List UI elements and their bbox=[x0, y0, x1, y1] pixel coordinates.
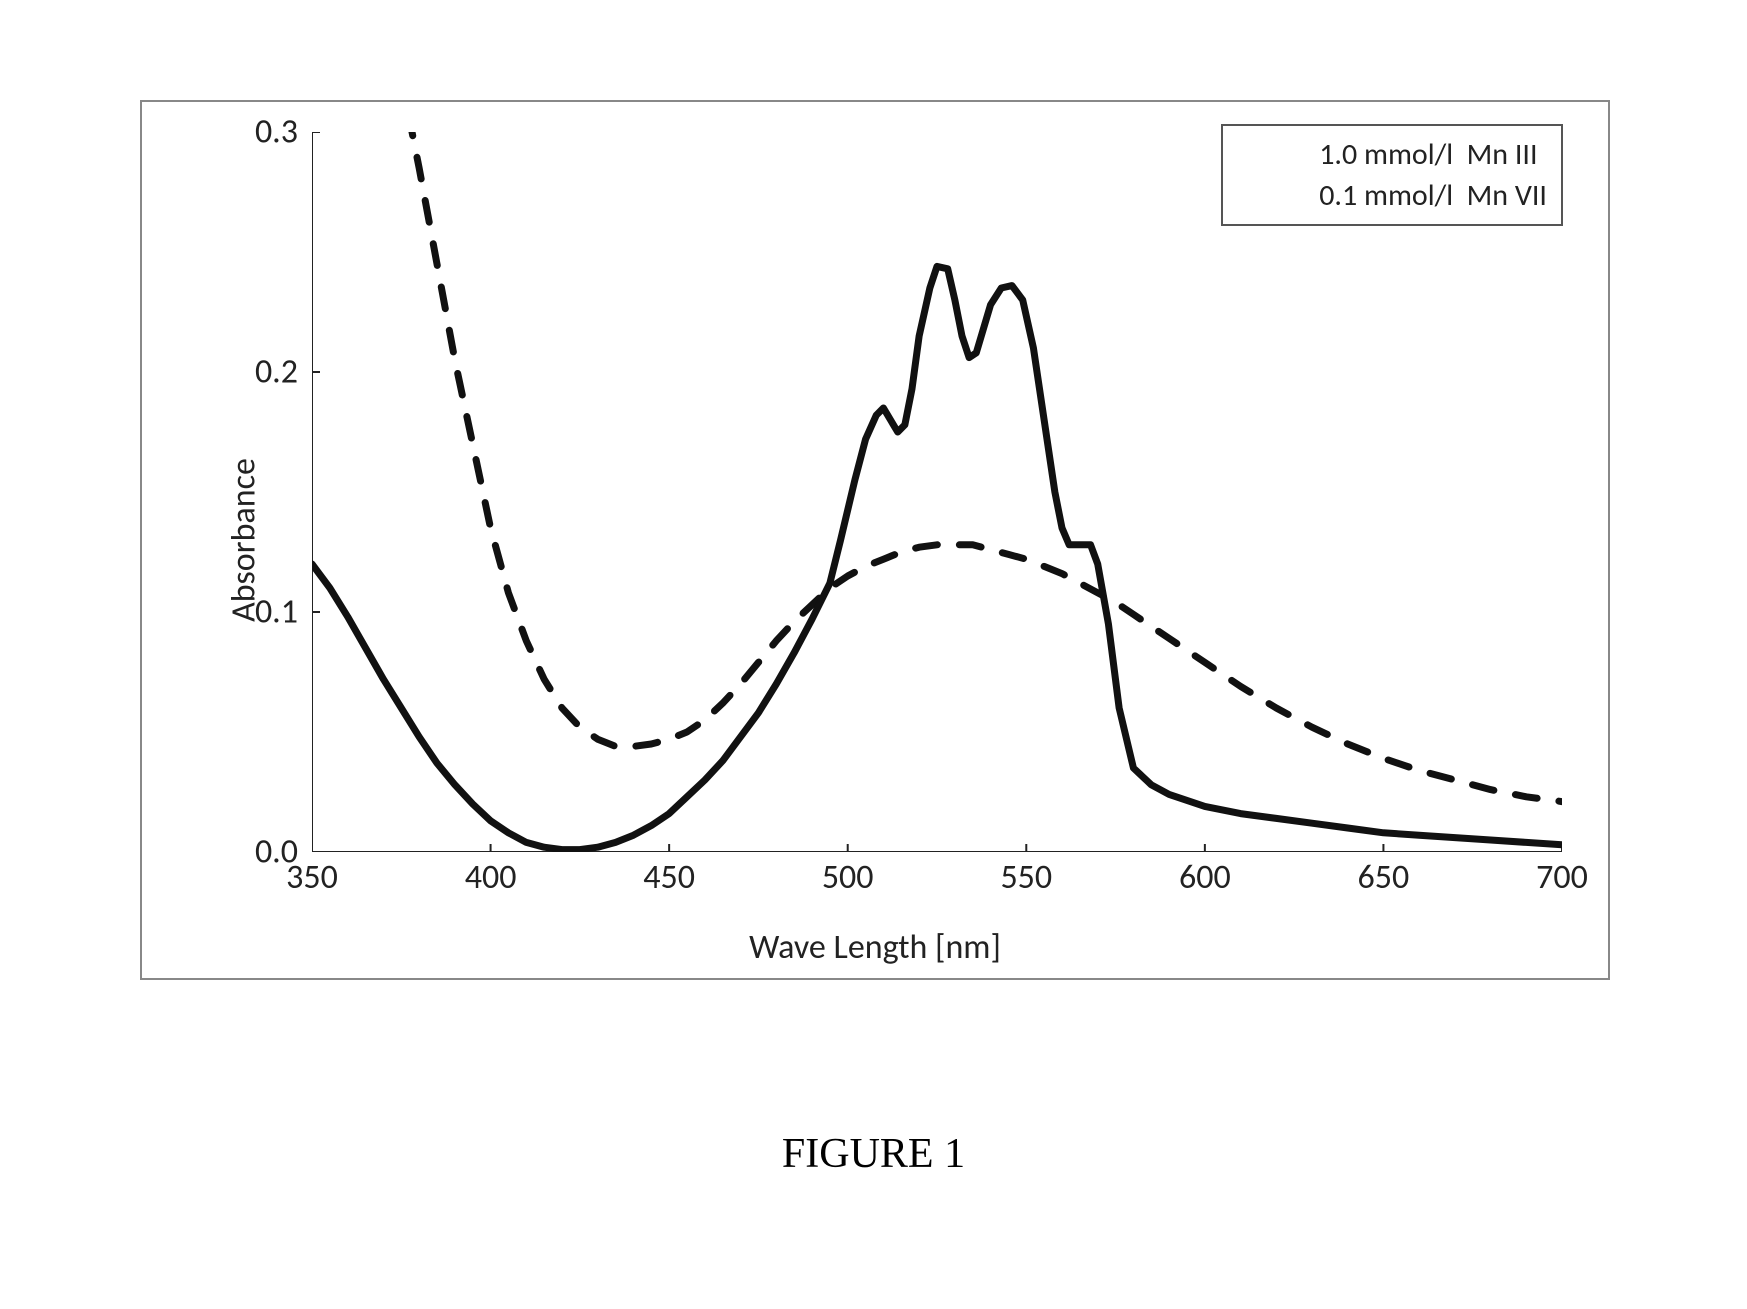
y-tick-label: 0.1 bbox=[218, 592, 298, 633]
x-tick-label: 700 bbox=[1522, 857, 1602, 898]
plot-area bbox=[312, 132, 1562, 852]
legend-item: 0.1 mmol/l Mn VII bbox=[1237, 175, 1547, 216]
figure-caption: FIGURE 1 bbox=[782, 1130, 965, 1178]
x-tick-label: 600 bbox=[1165, 857, 1245, 898]
x-tick-label: 450 bbox=[629, 857, 709, 898]
chart-container: Absorbance 0.0 0.1 0.2 0.3 350 400 450 5… bbox=[140, 100, 1610, 980]
legend-label: 1.0 mmol/l Mn III bbox=[1319, 136, 1537, 173]
x-axis-label: Wave Length [nm] bbox=[749, 927, 1001, 968]
x-tick-label: 350 bbox=[272, 857, 352, 898]
x-tick-label: 550 bbox=[986, 857, 1066, 898]
series-Mn III bbox=[383, 132, 1562, 802]
x-tick-label: 400 bbox=[451, 857, 531, 898]
x-tick-label: 500 bbox=[808, 857, 888, 898]
legend-label: 0.1 mmol/l Mn VII bbox=[1319, 177, 1547, 214]
chart-svg bbox=[312, 132, 1562, 852]
legend: 1.0 mmol/l Mn III 0.1 mmol/l Mn VII bbox=[1221, 124, 1563, 226]
y-tick-label: 0.2 bbox=[218, 352, 298, 393]
x-tick-label: 650 bbox=[1343, 857, 1423, 898]
y-tick-label: 0.3 bbox=[218, 112, 298, 153]
legend-item: 1.0 mmol/l Mn III bbox=[1237, 134, 1547, 175]
page: Absorbance 0.0 0.1 0.2 0.3 350 400 450 5… bbox=[0, 0, 1747, 1309]
